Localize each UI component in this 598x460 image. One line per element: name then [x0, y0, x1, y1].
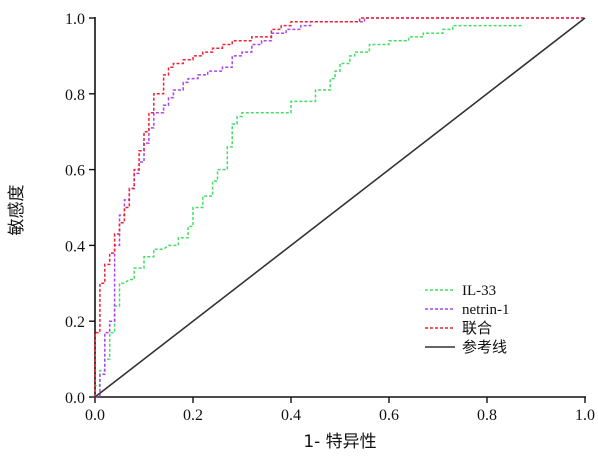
x-tick-label: 1.0	[575, 407, 595, 424]
x-tick-label: 0.6	[379, 407, 399, 424]
x-tick-label: 0.0	[85, 407, 105, 424]
x-tick-label: 0.8	[477, 407, 497, 424]
x-tick-label: 0.2	[183, 407, 203, 424]
legend-label-1: netrin-1	[462, 302, 509, 318]
x-tick-label: 0.4	[281, 407, 301, 424]
y-tick-label: 0.4	[65, 238, 85, 255]
y-tick-label: 0.0	[65, 390, 85, 407]
legend-label-3: 参考线	[462, 339, 507, 356]
x-axis-title: 1- 特异性	[303, 432, 376, 452]
legend-label-0: IL-33	[462, 283, 496, 299]
y-tick-label: 0.8	[65, 87, 85, 104]
series-line-3	[94, 17, 586, 398]
legend-label-2: 联合	[462, 320, 492, 337]
y-axis-title: 敏感度	[7, 185, 27, 236]
series-line-0	[94, 24, 522, 397]
y-tick-label: 0.6	[65, 163, 85, 180]
y-tick-label: 0.2	[65, 314, 85, 331]
axes	[94, 17, 586, 398]
y-tick-label: 1.0	[65, 11, 85, 28]
